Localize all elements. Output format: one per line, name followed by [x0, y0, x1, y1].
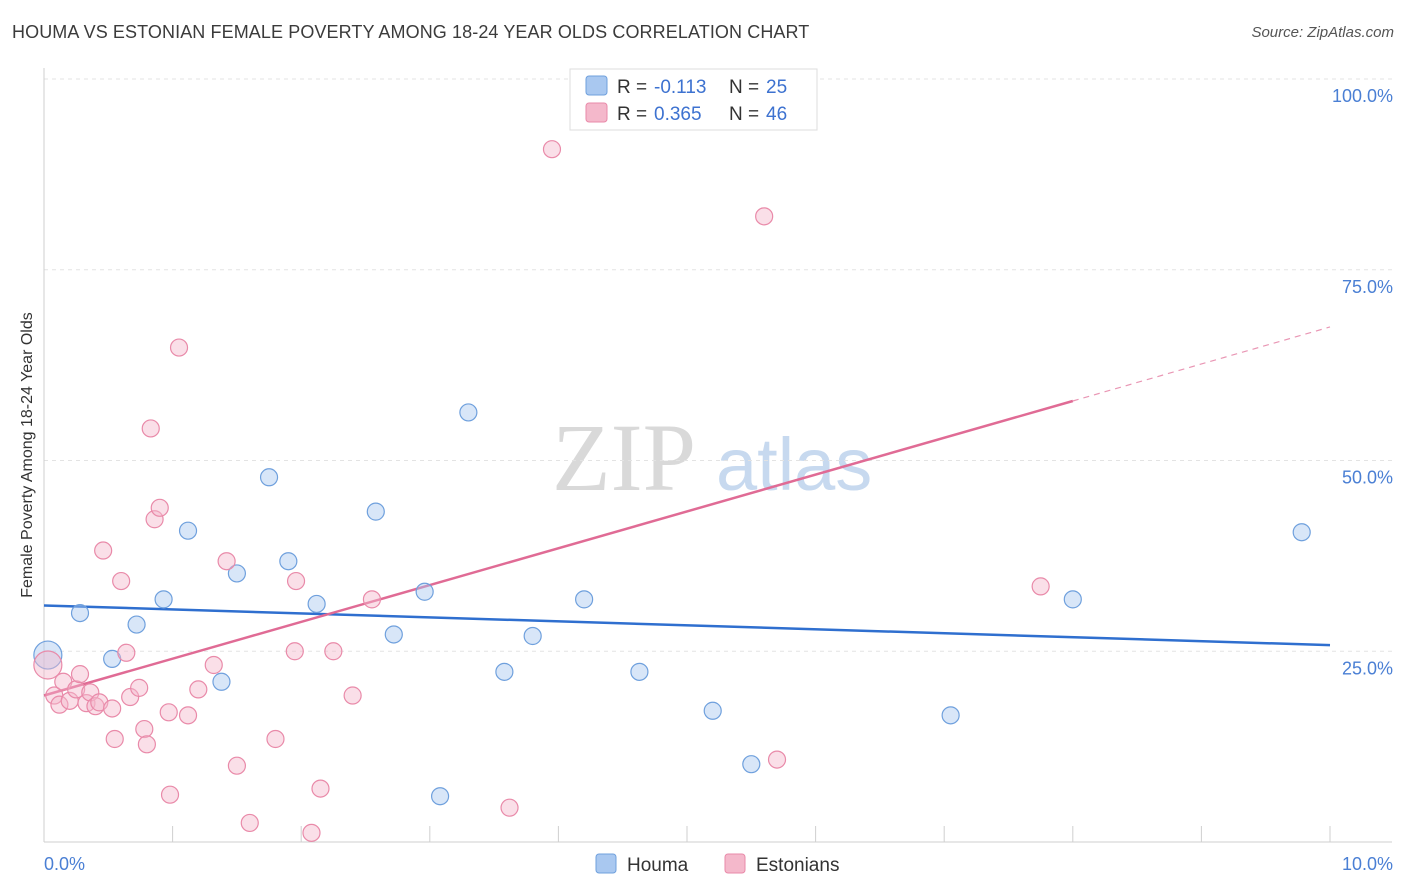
bottom-legend: Houma Estonians — [595, 853, 839, 876]
stats-n-value-houma: 25 — [766, 77, 787, 98]
data-point-estonians — [343, 686, 362, 705]
stats-r-value-estonians: 0.365 — [654, 104, 702, 125]
data-point-estonians — [767, 750, 787, 769]
x-tick-labels: 0.0% 10.0% — [44, 854, 1393, 874]
data-point-houma — [259, 468, 279, 487]
data-point-houma — [212, 672, 231, 691]
data-point-houma — [703, 701, 722, 720]
data-point-estonians — [135, 719, 154, 739]
grid — [44, 78, 1392, 652]
data-point-estonians — [311, 779, 330, 798]
data-point-estonians — [500, 798, 519, 817]
y-tick-label-3: 100.0% — [1332, 86, 1393, 106]
data-point-estonians — [145, 510, 164, 529]
trend-lines — [43, 326, 1331, 697]
trend-line-houma — [43, 604, 1331, 647]
data-point-estonians — [217, 552, 236, 571]
data-point-estonians — [240, 813, 259, 833]
x-tick-label-1: 10.0% — [1342, 854, 1393, 874]
data-point-houma — [742, 755, 761, 774]
stats-r-label-estonians: R = — [617, 104, 647, 125]
data-point-houma — [523, 626, 542, 646]
stats-n-label-estonians: N = — [729, 104, 759, 125]
trend-line-estonians — [43, 399, 1074, 697]
watermark: ZIP atlas — [552, 404, 872, 511]
data-point-estonians — [50, 695, 69, 714]
stats-n-label-houma: N = — [729, 77, 759, 98]
data-point-estonians — [141, 419, 160, 438]
data-point-estonians — [33, 650, 63, 680]
stats-swatch-estonians — [585, 102, 608, 123]
source-label: Source: ZipAtlas.com — [1251, 24, 1394, 41]
data-point-estonians — [362, 590, 382, 609]
stats-n-value-estonians: 46 — [766, 104, 787, 125]
data-point-estonians — [130, 678, 149, 697]
data-point-estonians — [266, 729, 285, 749]
data-point-estonians — [81, 683, 100, 702]
data-point-estonians — [169, 338, 189, 357]
data-point-estonians — [160, 785, 180, 804]
data-point-houma — [415, 582, 434, 601]
data-point-houma — [430, 787, 450, 806]
data-point-houma — [279, 552, 298, 571]
data-point-houma — [575, 590, 594, 609]
data-point-estonians — [137, 735, 156, 754]
stats-r-value-houma: -0.113 — [654, 77, 706, 98]
y-tick-label-0: 25.0% — [1342, 658, 1393, 678]
y-tick-label-1: 50.0% — [1342, 468, 1393, 488]
data-point-houma — [307, 594, 326, 614]
data-point-estonians — [94, 541, 113, 560]
watermark-atlas: atlas — [716, 423, 872, 506]
trend-line-extension-estonians — [1072, 326, 1331, 402]
data-point-houma — [495, 662, 514, 681]
data-point-estonians — [70, 665, 90, 684]
data-point-estonians — [117, 643, 136, 662]
data-point-houma — [154, 590, 173, 609]
data-point-estonians — [542, 140, 562, 159]
data-point-houma — [384, 625, 403, 644]
data-point-estonians — [112, 571, 131, 591]
data-point-houma — [1292, 523, 1311, 542]
data-point-estonians — [105, 729, 124, 749]
data-point-houma — [33, 640, 63, 670]
data-point-estonians — [103, 699, 122, 718]
watermark-zip: ZIP — [552, 404, 696, 511]
data-point-estonians — [159, 703, 178, 722]
data-point-estonians — [227, 756, 246, 775]
data-point-houma — [941, 706, 960, 725]
data-points — [33, 69, 1311, 842]
data-point-estonians — [285, 642, 304, 661]
stats-r-label-houma: R = — [617, 77, 647, 98]
stats-swatch-houma — [585, 75, 608, 96]
legend-swatch-houma — [595, 853, 617, 874]
stats-legend: R = -0.113 N = 25 R = 0.365 N = 46 — [569, 68, 818, 131]
x-tick-label-0: 0.0% — [44, 854, 85, 874]
legend-swatch-estonians — [724, 853, 746, 874]
data-point-houma — [459, 403, 478, 422]
data-point-houma — [178, 521, 198, 540]
data-point-houma — [127, 615, 146, 634]
data-point-estonians — [150, 498, 169, 517]
y-tick-labels: 25.0% 50.0% 75.0% 100.0% — [1332, 86, 1393, 678]
data-point-estonians — [178, 706, 198, 725]
data-point-houma — [630, 662, 649, 681]
data-point-houma — [366, 502, 385, 521]
y-tick-label-2: 75.0% — [1342, 277, 1393, 297]
data-point-estonians — [286, 571, 306, 591]
data-point-estonians — [67, 680, 86, 699]
legend-label-estonians: Estonians — [756, 855, 839, 876]
data-point-houma — [227, 564, 246, 583]
data-point-houma — [70, 603, 90, 623]
legend-label-houma: Houma — [627, 855, 689, 876]
data-point-houma — [1063, 590, 1082, 609]
data-point-estonians — [1031, 577, 1050, 596]
data-point-estonians — [302, 823, 321, 842]
axes — [43, 68, 1392, 843]
chart-title: HOUMA VS ESTONIAN FEMALE POVERTY AMONG 1… — [12, 22, 810, 42]
data-point-estonians — [755, 207, 774, 226]
data-point-estonians — [204, 655, 223, 675]
data-point-estonians — [324, 642, 343, 661]
data-point-estonians — [189, 680, 208, 699]
